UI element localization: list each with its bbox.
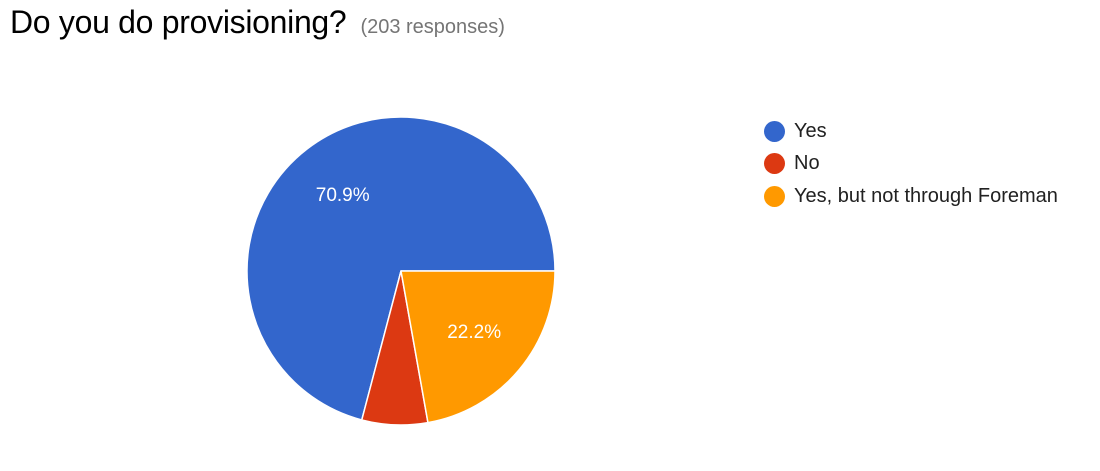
chart-legend: Yes No Yes, but not through Foreman (764, 115, 1058, 213)
legend-label: Yes, but not through Foreman (794, 184, 1058, 207)
legend-swatch-icon (764, 153, 785, 175)
pie-slice-yes[interactable] (246, 116, 556, 421)
slice-label-yes: 70.9% (316, 185, 370, 206)
legend-label: No (794, 152, 820, 175)
legend-label: Yes (794, 119, 827, 142)
slice-label-yes-not-foreman: 22.2% (447, 322, 501, 343)
chart-header: Do you do provisioning? (203 responses) (10, 4, 505, 41)
legend-swatch-icon (764, 185, 785, 207)
pie-slice-yes-not-foreman[interactable] (400, 270, 556, 424)
response-count: (203 responses) (360, 16, 505, 38)
chart-title: Do you do provisioning? (10, 4, 347, 40)
legend-item-no[interactable]: No (764, 148, 1058, 181)
legend-item-yes-not-foreman[interactable]: Yes, but not through Foreman (764, 180, 1058, 213)
legend-swatch-icon (764, 120, 785, 142)
legend-item-yes[interactable]: Yes (764, 115, 1058, 148)
